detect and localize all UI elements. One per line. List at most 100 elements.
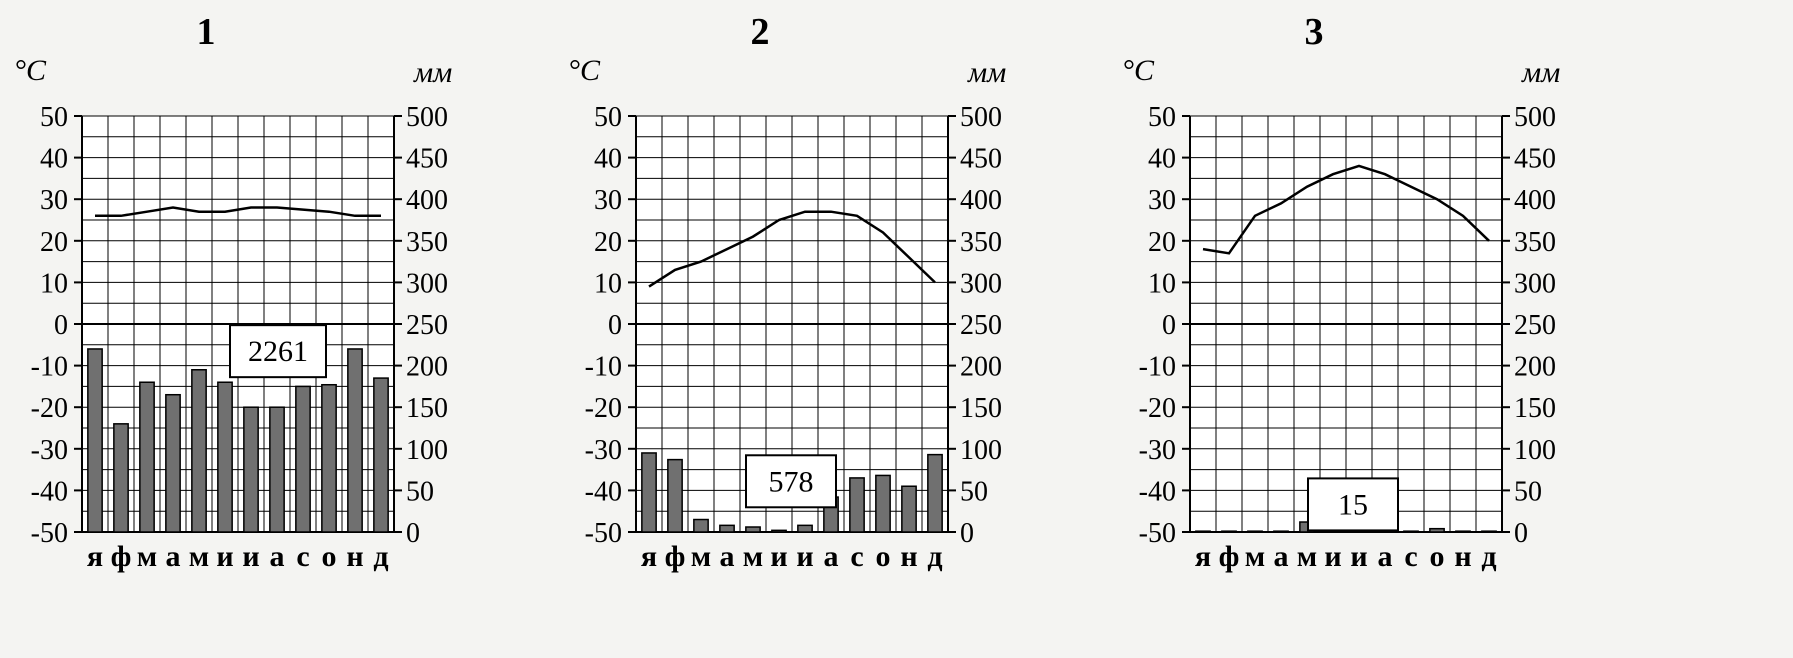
temperature-line <box>95 206 381 218</box>
precipitation-bar <box>1195 530 1211 533</box>
left-tick-label: -10 <box>1139 352 1176 383</box>
left-tick-label: -30 <box>585 435 622 466</box>
annual-precipitation-box: 15 <box>1307 477 1399 532</box>
right-tick-label: 100 <box>1514 435 1556 466</box>
right-tick-label: 0 <box>960 518 974 549</box>
right-tick-label: 500 <box>406 102 448 133</box>
panel-title: 1 <box>197 11 216 53</box>
month-label: о <box>1430 540 1445 573</box>
precipitation-bar <box>901 485 917 533</box>
month-label: м <box>691 540 711 573</box>
right-tick-label: 250 <box>960 310 1002 341</box>
month-label: и <box>770 540 787 573</box>
right-tick-label: 250 <box>1514 310 1556 341</box>
left-tick-label: 50 <box>40 102 68 133</box>
annual-precipitation-box: 578 <box>745 454 837 509</box>
precipitation-bar <box>347 348 363 533</box>
climate-chart-2: 50403020100-10-20-30-40-5050045040035030… <box>568 11 1006 573</box>
right-tick-label: 0 <box>406 518 420 549</box>
month-label: и <box>796 540 813 573</box>
precipitation-bar <box>875 474 891 533</box>
left-tick-label: -30 <box>1139 435 1176 466</box>
month-label: я <box>87 540 103 573</box>
month-label: д <box>373 540 388 573</box>
left-tick-label: 50 <box>1148 102 1176 133</box>
left-tick-label: 40 <box>40 144 68 175</box>
right-tick-label: 400 <box>406 185 448 216</box>
month-label: ф <box>1219 540 1240 573</box>
precipitation-bar <box>771 529 787 533</box>
left-tick-label: 0 <box>1162 310 1176 341</box>
precipitation-bar <box>321 383 337 533</box>
left-tick-label: -50 <box>585 518 622 549</box>
left-tick-label: 10 <box>1148 268 1176 299</box>
right-tick-label: 150 <box>960 393 1002 424</box>
temperature-unit: °C <box>14 54 47 87</box>
precipitation-bar <box>641 452 657 533</box>
right-tick-label: 100 <box>406 435 448 466</box>
precipitation-bar <box>849 477 865 533</box>
annual-precipitation-value: 15 <box>1338 488 1368 521</box>
left-tick-label: -50 <box>1139 518 1176 549</box>
left-tick-label: -20 <box>31 393 68 424</box>
precipitation-bar <box>87 348 103 533</box>
month-label: д <box>1481 540 1496 573</box>
left-tick-label: 0 <box>54 310 68 341</box>
panel-title: 3 <box>1305 11 1324 53</box>
month-label: ф <box>665 540 686 573</box>
month-label: м <box>743 540 763 573</box>
left-tick-label: -40 <box>1139 476 1176 507</box>
precipitation-bar <box>719 524 735 533</box>
left-tick-label: 10 <box>594 268 622 299</box>
precipitation-bar <box>745 526 761 533</box>
left-tick-label: 20 <box>40 227 68 258</box>
month-label: м <box>1245 540 1265 573</box>
month-label: я <box>641 540 657 573</box>
precipitation-bar <box>295 385 311 533</box>
month-label: а <box>1274 540 1289 573</box>
month-label: и <box>1324 540 1341 573</box>
precipitation-bar <box>1273 530 1289 533</box>
month-label: м <box>189 540 209 573</box>
precipitation-bar <box>1247 530 1263 533</box>
annual-precipitation-value: 2261 <box>248 335 308 368</box>
left-tick-label: 30 <box>40 185 68 216</box>
month-label: о <box>876 540 891 573</box>
right-tick-label: 450 <box>1514 144 1556 175</box>
month-label: а <box>720 540 735 573</box>
month-label: н <box>900 540 917 573</box>
right-tick-label: 400 <box>960 185 1002 216</box>
month-label: и <box>216 540 233 573</box>
panel-title: 2 <box>751 11 770 53</box>
temperature-unit: °C <box>568 54 601 87</box>
left-tick-label: -20 <box>585 393 622 424</box>
temperature-line <box>1202 164 1490 255</box>
precipitation-bar <box>113 423 129 533</box>
precipitation-unit: мм <box>413 56 452 89</box>
right-tick-label: 350 <box>1514 227 1556 258</box>
right-tick-label: 350 <box>406 227 448 258</box>
left-tick-label: -50 <box>31 518 68 549</box>
precipitation-bar <box>1481 530 1497 533</box>
precipitation-bar <box>243 406 259 533</box>
left-tick-label: 30 <box>594 185 622 216</box>
precipitation-unit: мм <box>1521 56 1560 89</box>
right-tick-label: 200 <box>1514 352 1556 383</box>
month-label: с <box>850 540 863 573</box>
month-label: а <box>166 540 181 573</box>
annual-precipitation-frame <box>1307 477 1399 532</box>
precipitation-bar <box>693 518 709 533</box>
left-tick-label: 10 <box>40 268 68 299</box>
month-label: и <box>242 540 259 573</box>
left-tick-label: -40 <box>585 476 622 507</box>
month-label: м <box>137 540 157 573</box>
right-tick-label: 500 <box>1514 102 1556 133</box>
precipitation-unit: мм <box>967 56 1006 89</box>
precipitation-bar <box>1429 527 1445 533</box>
precipitation-bars <box>641 452 943 533</box>
month-label: а <box>270 540 285 573</box>
precipitation-bar <box>269 406 285 533</box>
left-tick-label: -20 <box>1139 393 1176 424</box>
right-tick-label: 300 <box>1514 268 1556 299</box>
